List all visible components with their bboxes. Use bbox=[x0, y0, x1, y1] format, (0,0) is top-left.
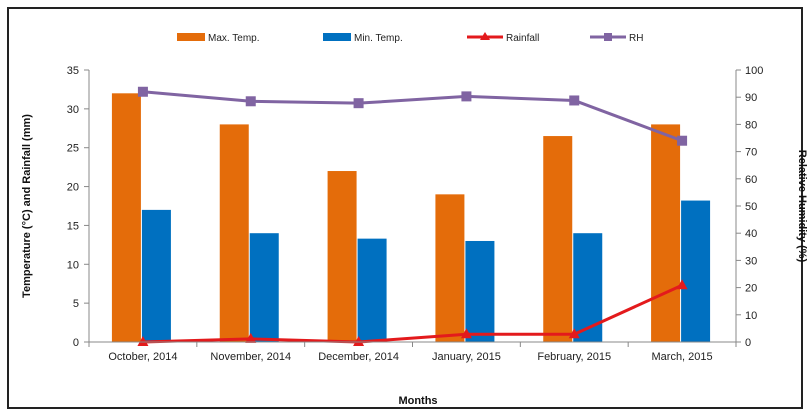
y2-tick-label: 40 bbox=[745, 228, 757, 240]
y-tick-label: 25 bbox=[67, 143, 79, 155]
y2-tick-label: 90 bbox=[745, 92, 757, 104]
legend-label-max-temp: Max. Temp. bbox=[208, 33, 260, 44]
bar-max-temp bbox=[651, 124, 681, 343]
rainfall-point bbox=[568, 328, 580, 339]
axes-layer: 0 5 10 15 20 25 30 35 0 10 20 30 40 50 60 70 80 90 100 Octo… bbox=[67, 65, 764, 363]
x-axis-title: Months bbox=[398, 395, 437, 407]
y-tick-label: 10 bbox=[67, 259, 79, 271]
bar-max-temp bbox=[219, 124, 249, 343]
bar-min-temp bbox=[681, 200, 711, 342]
rainfall-point bbox=[245, 332, 257, 343]
rainfall-line bbox=[142, 283, 683, 344]
legend-swatch-max-temp bbox=[177, 33, 205, 41]
bar-min-temp bbox=[573, 233, 603, 342]
y2-tick-label: 10 bbox=[745, 310, 757, 322]
lines-layer bbox=[137, 86, 688, 346]
y-tick-label: 0 bbox=[73, 337, 79, 349]
y-tick-label: 20 bbox=[67, 182, 79, 194]
y2-tick-label: 70 bbox=[745, 147, 757, 159]
x-tick-label: March, 2015 bbox=[652, 351, 713, 363]
y2-tick-label: 50 bbox=[745, 201, 757, 213]
x-tick-label: November, 2014 bbox=[210, 351, 291, 363]
rh-line bbox=[142, 90, 683, 143]
x-tick-label: January, 2015 bbox=[432, 351, 501, 363]
y-axis-title: Temperature (°C) and Rainfall (mm) bbox=[21, 114, 33, 298]
bar-min-temp bbox=[249, 233, 279, 342]
bar-max-temp bbox=[111, 93, 141, 342]
y2-tick-label: 0 bbox=[745, 337, 751, 349]
rh-point bbox=[245, 96, 256, 107]
y-tick-label: 15 bbox=[67, 220, 79, 232]
rainfall-point bbox=[137, 336, 149, 346]
x-tick-label: December, 2014 bbox=[318, 351, 399, 363]
y2-tick-label: 20 bbox=[745, 283, 757, 295]
y2-tick-label: 30 bbox=[745, 255, 757, 267]
rh-point bbox=[353, 98, 364, 109]
bar-min-temp bbox=[465, 240, 495, 342]
legend: Max. Temp. Min. Temp. Rainfall RH bbox=[177, 32, 643, 44]
y2-tick-label: 100 bbox=[745, 65, 763, 77]
legend-label-rainfall: Rainfall bbox=[506, 33, 539, 44]
y-tick-label: 5 bbox=[73, 298, 79, 310]
x-tick-label: February, 2015 bbox=[537, 351, 611, 363]
rh-point bbox=[569, 95, 580, 106]
legend-label-min-temp: Min. Temp. bbox=[354, 33, 403, 44]
y2-axis-title: Relative Humidity (%) bbox=[796, 150, 808, 263]
bar-min-temp bbox=[141, 209, 171, 342]
rh-point bbox=[677, 135, 688, 146]
rh-point bbox=[461, 91, 472, 102]
y-tick-label: 30 bbox=[67, 104, 79, 116]
x-tick-label: October, 2014 bbox=[108, 351, 177, 363]
bars-layer bbox=[111, 93, 711, 343]
bar-min-temp bbox=[357, 238, 387, 342]
y2-tick-label: 80 bbox=[745, 119, 757, 131]
y-tick-label: 35 bbox=[67, 65, 79, 77]
y2-tick-label: 60 bbox=[745, 174, 757, 186]
legend-swatch-min-temp bbox=[323, 33, 351, 41]
rainfall-point bbox=[676, 279, 688, 290]
bar-max-temp bbox=[543, 136, 573, 342]
bar-max-temp bbox=[327, 171, 357, 342]
bar-max-temp bbox=[435, 194, 465, 342]
rainfall-point bbox=[353, 336, 365, 346]
legend-marker-rainfall bbox=[480, 32, 490, 40]
rh-point bbox=[137, 86, 148, 97]
legend-label-rh: RH bbox=[629, 33, 643, 44]
rainfall-point bbox=[460, 328, 472, 339]
legend-marker-rh bbox=[604, 33, 612, 41]
